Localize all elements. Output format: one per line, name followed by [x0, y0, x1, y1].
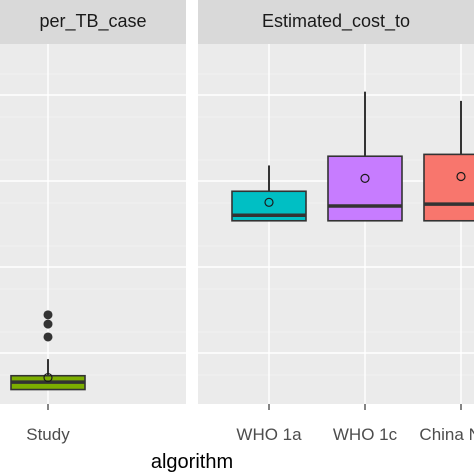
outlier-point [43, 319, 53, 329]
box-body [423, 153, 474, 222]
x-tick-label: WHO 1c [333, 425, 398, 444]
outlier-point [43, 310, 53, 320]
box-mean-marker [360, 173, 370, 183]
outlier-point [43, 332, 53, 342]
facet-strip-label: per_TB_case [39, 11, 146, 32]
box-mean-marker [43, 372, 53, 383]
facet-strip [198, 0, 474, 44]
panel-background [198, 44, 474, 404]
panel-background [0, 44, 186, 404]
box-mean-marker [264, 197, 274, 207]
x-axis-title: algorithm [151, 451, 233, 473]
facet-strip [0, 0, 186, 44]
box-mean-marker [456, 171, 466, 182]
x-tick-label: WHO 1a [236, 425, 302, 444]
facet-strip-label: Estimated_cost_to [262, 11, 410, 32]
box-body [327, 155, 403, 222]
x-tick-label: China NTP [419, 425, 474, 444]
x-tick-label: Study [26, 425, 70, 444]
